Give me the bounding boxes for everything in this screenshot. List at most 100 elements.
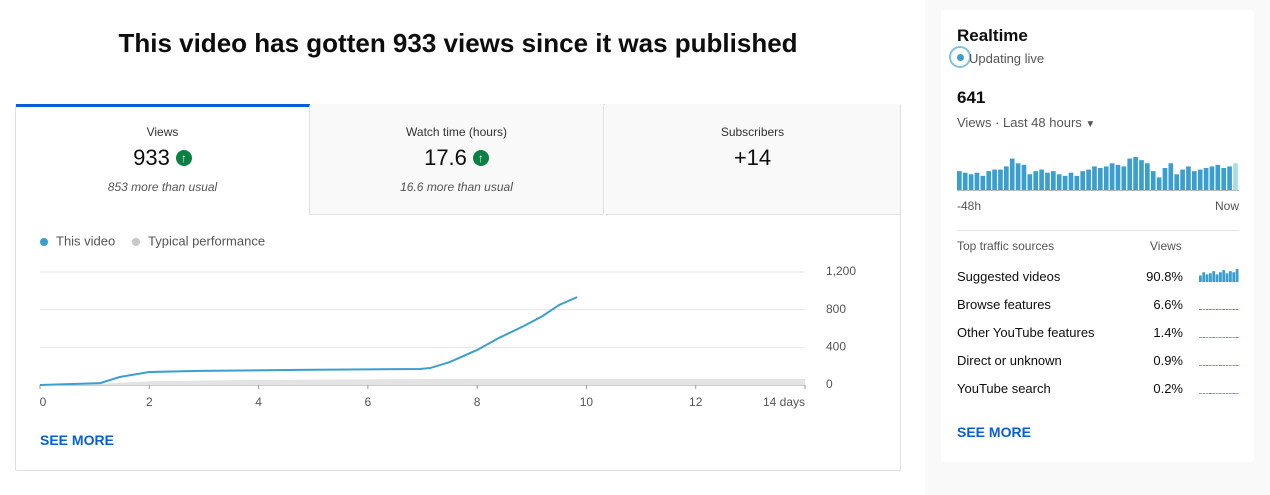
spark-bar bbox=[1199, 308, 1202, 310]
spark-bar bbox=[1212, 309, 1216, 310]
spark-bar bbox=[1199, 393, 1202, 394]
source-name: YouTube search bbox=[957, 381, 1051, 396]
bar bbox=[1197, 169, 1203, 190]
spark-bar bbox=[1205, 393, 1209, 394]
bar bbox=[1168, 163, 1174, 190]
bar bbox=[1215, 164, 1221, 190]
spark-bar bbox=[1235, 336, 1239, 338]
bar bbox=[980, 175, 986, 190]
bar bbox=[1009, 158, 1015, 190]
bar bbox=[1145, 163, 1150, 190]
x-tick-label: 4 bbox=[255, 395, 262, 409]
page-title: This video has gotten 933 views since it… bbox=[118, 28, 798, 58]
source-share: 0.9% bbox=[1153, 353, 1183, 368]
spark-bar bbox=[1232, 365, 1236, 366]
divider bbox=[957, 230, 1239, 231]
spark-bar bbox=[1205, 274, 1209, 282]
bar bbox=[992, 169, 997, 190]
spark-bar bbox=[1209, 337, 1212, 338]
spark-bar bbox=[1222, 365, 1226, 366]
legend-label: Typical performance bbox=[148, 233, 265, 248]
spark-bar bbox=[1232, 308, 1236, 310]
bar bbox=[1004, 166, 1009, 190]
spark-bar bbox=[1212, 365, 1216, 366]
bar bbox=[1180, 169, 1185, 190]
bar bbox=[1121, 166, 1127, 190]
y-tick-label: 1,200 bbox=[826, 264, 856, 278]
source-share: 6.6% bbox=[1153, 297, 1183, 312]
spark-bar bbox=[1202, 365, 1206, 366]
spark-bar bbox=[1202, 272, 1206, 282]
bar bbox=[1039, 169, 1044, 190]
bar bbox=[1068, 172, 1074, 190]
legend-dot bbox=[132, 238, 140, 246]
spark-bar bbox=[1219, 272, 1222, 282]
source-name: Direct or unknown bbox=[957, 353, 1062, 368]
bar bbox=[1133, 157, 1138, 190]
spark-bar bbox=[1222, 270, 1226, 282]
y-tick-label: 400 bbox=[826, 340, 846, 354]
bar bbox=[1027, 174, 1033, 190]
spark-bar bbox=[1212, 336, 1216, 338]
bar bbox=[1221, 168, 1227, 190]
period-selector[interactable]: Views · Last 48 hours ▼ bbox=[957, 115, 1096, 130]
source-name: Other YouTube features bbox=[957, 325, 1095, 340]
spark-bar bbox=[1219, 364, 1222, 366]
traffic-column: Views bbox=[1150, 239, 1182, 253]
spark-bar bbox=[1199, 365, 1202, 366]
tab-note: 16.6 more than usual bbox=[400, 180, 513, 194]
bar bbox=[1021, 164, 1027, 190]
realtime-count: 641 bbox=[957, 88, 986, 107]
live-dot bbox=[957, 54, 964, 61]
spark-bar bbox=[1225, 308, 1229, 310]
legend-label: This video bbox=[56, 233, 115, 248]
tab-label: Subscribers bbox=[720, 125, 785, 139]
x-tick-label: 12 bbox=[689, 395, 703, 409]
spark-bar bbox=[1215, 308, 1219, 310]
spark-bar bbox=[1219, 309, 1222, 310]
bar bbox=[1127, 158, 1133, 190]
bar bbox=[957, 171, 962, 190]
spark-bar bbox=[1229, 309, 1232, 310]
bar bbox=[1203, 168, 1209, 190]
bar bbox=[1150, 171, 1156, 190]
legend-dot bbox=[40, 238, 48, 246]
realtime-see-more[interactable]: SEE MORE bbox=[957, 424, 1031, 440]
bar bbox=[1086, 169, 1091, 190]
bar bbox=[968, 174, 974, 190]
source-share: 1.4% bbox=[1153, 325, 1183, 340]
tab-number: 17.6 bbox=[424, 145, 467, 170]
tab-label: Views bbox=[146, 125, 179, 139]
bar bbox=[1033, 171, 1039, 190]
bar bbox=[1062, 175, 1068, 190]
x-label: Now bbox=[1215, 199, 1239, 213]
area bbox=[40, 378, 805, 385]
spark-bar bbox=[1215, 393, 1219, 394]
bar bbox=[1209, 166, 1215, 190]
tab[interactable]: Views 933 ↑ 853 more than usual bbox=[16, 104, 310, 215]
spark-bar bbox=[1222, 393, 1226, 394]
x-tick-label: 2 bbox=[146, 395, 153, 409]
bar bbox=[974, 172, 980, 190]
x-tick-label: 14 days bbox=[763, 395, 805, 409]
spark-bar bbox=[1215, 274, 1219, 282]
spark-bar bbox=[1205, 364, 1209, 366]
live-status: Updating live bbox=[969, 51, 1045, 66]
tab-number: 933 bbox=[133, 145, 170, 170]
bar bbox=[1162, 168, 1168, 190]
x-label: -48h bbox=[957, 199, 981, 213]
spark-bar bbox=[1209, 308, 1212, 310]
spark-bar bbox=[1235, 269, 1239, 282]
bar bbox=[1074, 175, 1080, 190]
spark-bar bbox=[1219, 393, 1222, 394]
tab[interactable]: Watch time (hours) 17.6 ↑ 16.6 more than … bbox=[310, 104, 604, 215]
tab[interactable]: Subscribers +14 bbox=[605, 104, 900, 215]
see-more-link[interactable]: SEE MORE bbox=[40, 432, 114, 448]
spark-bar bbox=[1209, 392, 1212, 394]
bar bbox=[1233, 163, 1238, 190]
bar bbox=[1051, 171, 1056, 190]
spark-bar bbox=[1209, 273, 1212, 282]
spark-bar bbox=[1205, 337, 1209, 338]
